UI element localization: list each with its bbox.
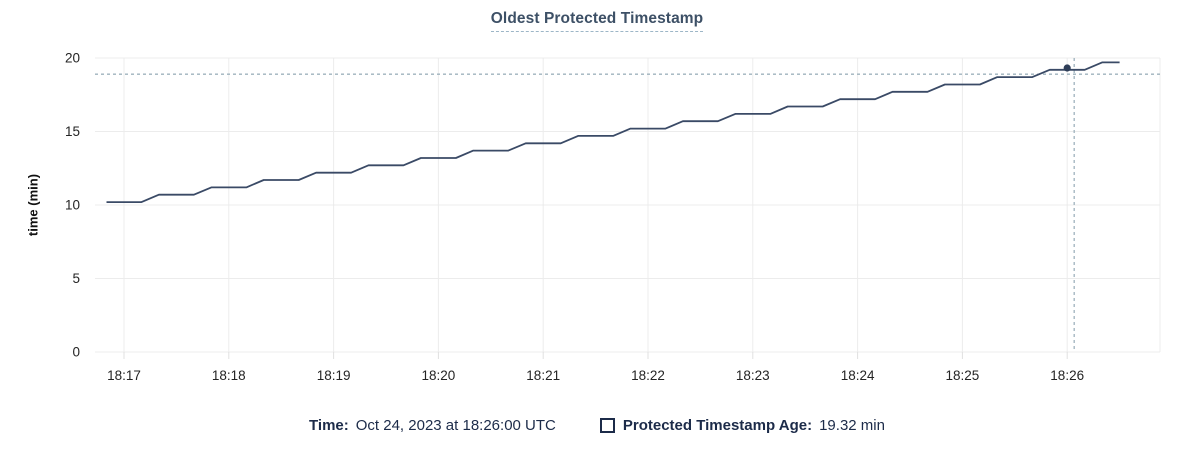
x-tick-label: 18:23 — [736, 368, 770, 383]
x-tick-label: 18:26 — [1050, 368, 1084, 383]
x-tick-label: 18:17 — [107, 368, 141, 383]
x-tick-label: 18:22 — [631, 368, 665, 383]
y-tick-label: 20 — [65, 51, 80, 66]
hover-point-dot — [1063, 64, 1071, 72]
chart-title-row: Oldest Protected Timestamp — [0, 10, 1194, 32]
series-toggle-checkbox[interactable] — [599, 418, 615, 433]
x-tick-label: 18:18 — [212, 368, 246, 383]
chart-legend: Time: Oct 24, 2023 at 18:26:00 UTC Prote… — [0, 417, 1194, 434]
y-tick-label: 0 — [72, 345, 80, 360]
legend-time-value: Oct 24, 2023 at 18:26:00 UTC — [355, 417, 556, 434]
plot-area[interactable]: 0 5 10 15 20 18:17 18:18 18:19 18:20 18:21 18:22 18… — [0, 0, 1194, 410]
legend-series-label[interactable]: Protected Timestamp Age: — [622, 417, 813, 434]
series-line — [106, 61, 1120, 203]
legend-time-label: Time: — [309, 417, 349, 434]
legend-time-item: Time: Oct 24, 2023 at 18:26:00 UTC — [309, 417, 556, 434]
legend-series-value: 19.32 min — [819, 417, 885, 434]
x-tick-label: 18:25 — [946, 368, 980, 383]
y-tick-label: 10 — [65, 198, 80, 213]
y-tick-label: 5 — [72, 271, 80, 286]
legend-series-item[interactable]: Protected Timestamp Age: 19.32 min — [599, 417, 885, 434]
x-tick-label: 18:20 — [422, 368, 456, 383]
x-tick-label: 18:19 — [317, 368, 351, 383]
y-tick-label: 15 — [65, 124, 80, 139]
x-tick-label: 18:24 — [841, 368, 875, 383]
x-tick-label: 18:21 — [526, 368, 560, 383]
chart-title[interactable]: Oldest Protected Timestamp — [490, 10, 704, 32]
